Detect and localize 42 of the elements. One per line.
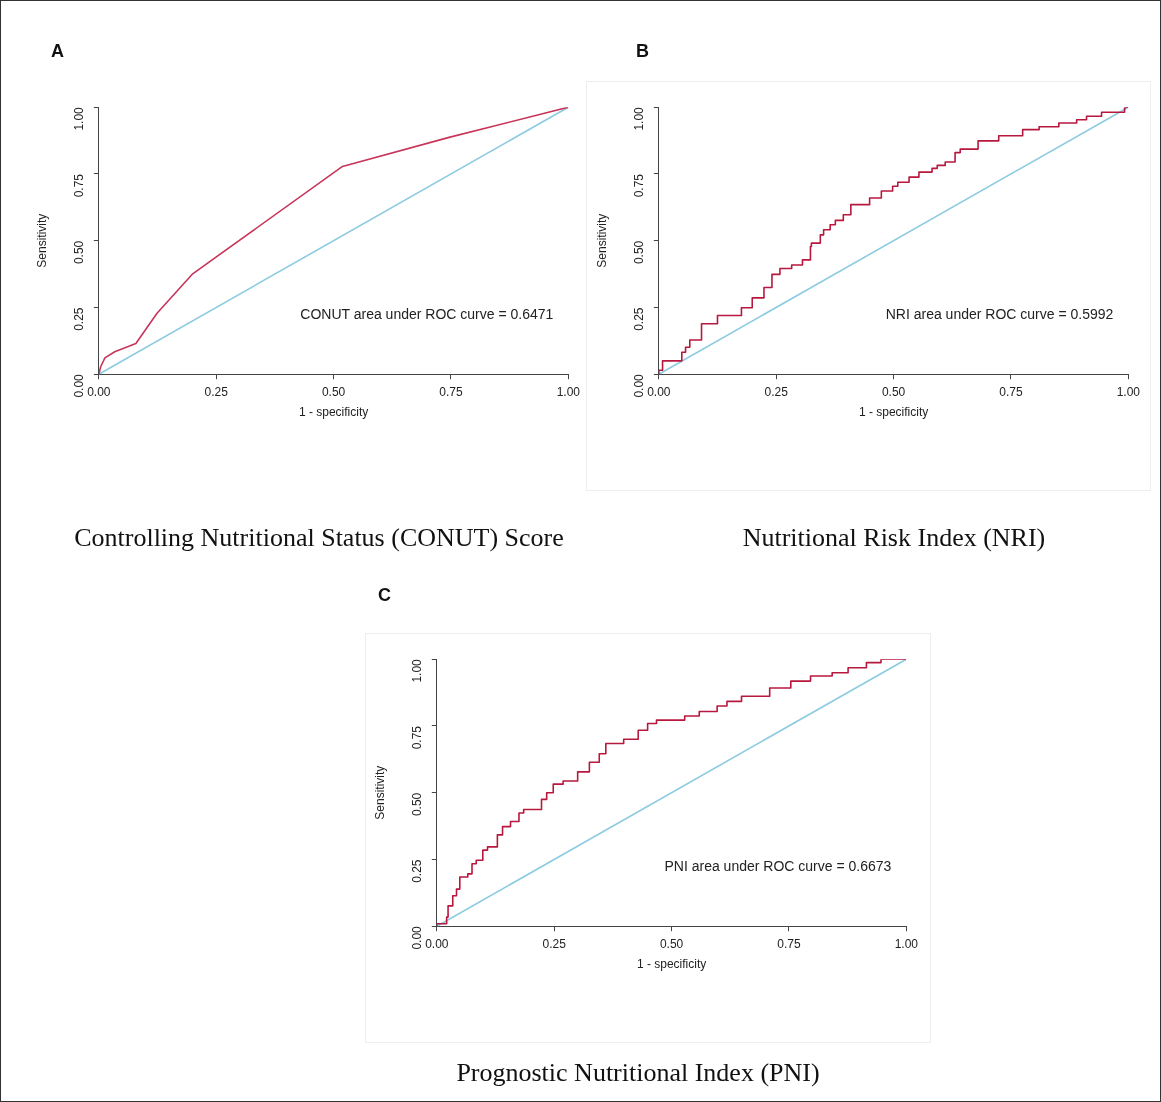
x-axis-title: 1 - specificity [298, 405, 369, 420]
x-tick-label: 0.50 [321, 384, 346, 399]
x-tick-label: 0.25 [764, 384, 789, 399]
y-tick-label: 0.75 [410, 725, 425, 750]
x-tick-label: 0.25 [204, 384, 229, 399]
x-tick-label: 0.00 [87, 384, 111, 399]
x-tick-label: 0.75 [777, 936, 801, 951]
y-tick-label: 0.75 [632, 173, 647, 198]
text: A [51, 41, 64, 62]
y-tick-label: 1.00 [410, 658, 425, 683]
y-tick-label: 0.25 [410, 859, 425, 883]
x-tick-label: 0.00 [647, 384, 671, 399]
y-tick-label: 1.00 [72, 106, 87, 131]
text: C [378, 585, 391, 606]
y-tick-label: 0.50 [632, 240, 647, 265]
text: Controlling Nutritional Status (CONUT) Score [73, 523, 565, 553]
x-tick-label: 0.50 [881, 384, 906, 399]
x-tick-label: 0.50 [659, 936, 684, 951]
annotation: PNI area under ROC curve = 0.6673 [664, 858, 892, 875]
y-tick-label: 0.75 [72, 173, 87, 198]
y-tick-label: 0.25 [72, 307, 87, 331]
x-tick-label: 0.25 [542, 936, 567, 951]
y-tick-label: 0.50 [410, 792, 425, 817]
y-axis-title: Sensitivity [594, 213, 609, 268]
x-tick-label: 1.00 [894, 936, 919, 951]
y-tick-label: 0.50 [72, 240, 87, 265]
x-tick-label: 0.75 [999, 384, 1023, 399]
annotation: CONUT area under ROC curve = 0.6471 [300, 306, 554, 323]
x-tick-label: 0.75 [439, 384, 463, 399]
y-tick-label: 0.25 [632, 307, 647, 331]
x-axis-title: 1 - specificity [858, 405, 929, 420]
x-tick-label: 1.00 [1116, 384, 1141, 399]
x-tick-label: 1.00 [556, 384, 581, 399]
x-axis-title: 1 - specificity [636, 957, 707, 972]
y-axis-title: Sensitivity [34, 213, 49, 268]
annotation: NRI area under ROC curve = 0.5992 [885, 306, 1114, 323]
text: Prognostic Nutritional Index (PNI) [455, 1058, 821, 1088]
y-tick-label: 1.00 [632, 106, 647, 131]
y-axis-title: Sensitivity [372, 765, 387, 820]
text: Nutritional Risk Index (NRI) [741, 523, 1047, 553]
text: B [636, 41, 649, 62]
x-tick-label: 0.00 [425, 936, 449, 951]
